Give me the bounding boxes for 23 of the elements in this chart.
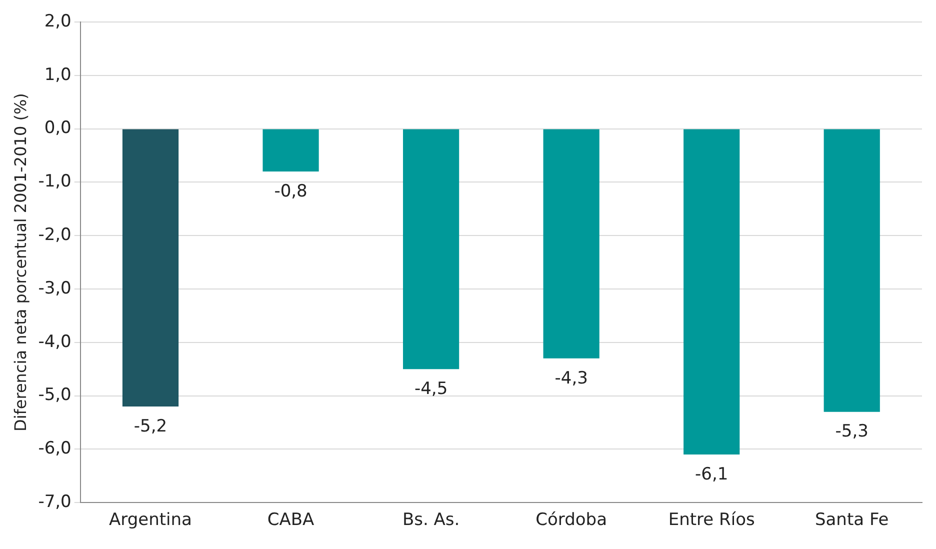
x-tick-label: Córdoba	[536, 510, 608, 530]
x-tick-label: Bs. As.	[402, 510, 460, 530]
y-tick-label: -2,0	[38, 225, 72, 246]
data-label: -0,8	[274, 181, 308, 202]
data-label: -5,3	[835, 422, 868, 442]
x-tick-label: CABA	[267, 510, 315, 530]
y-tick-label: 1,0	[44, 64, 72, 85]
y-tick-label: -7,0	[38, 492, 72, 512]
data-label: -4,3	[554, 368, 588, 388]
y-tick-label: 2,0	[44, 11, 72, 32]
data-label: -5,2	[134, 416, 168, 436]
y-tick-label: -3,0	[38, 278, 72, 298]
y-tick-label: -5,0	[38, 385, 72, 406]
data-label: -6,1	[695, 464, 728, 484]
x-tick-label: Entre Ríos	[668, 510, 755, 530]
x-tick-label: Argentina	[109, 510, 192, 530]
y-axis-title: Diferencia neta porcentual 2001-2010 (%)	[10, 93, 30, 432]
x-tick-label: Santa Fe	[814, 510, 889, 530]
y-tick-label: 0,0	[44, 118, 72, 138]
data-label: -4,5	[414, 379, 448, 400]
y-tick-label: -4,0	[38, 332, 72, 352]
y-tick-label: -1,0	[38, 172, 72, 192]
y-tick-label: -6,0	[38, 438, 72, 459]
